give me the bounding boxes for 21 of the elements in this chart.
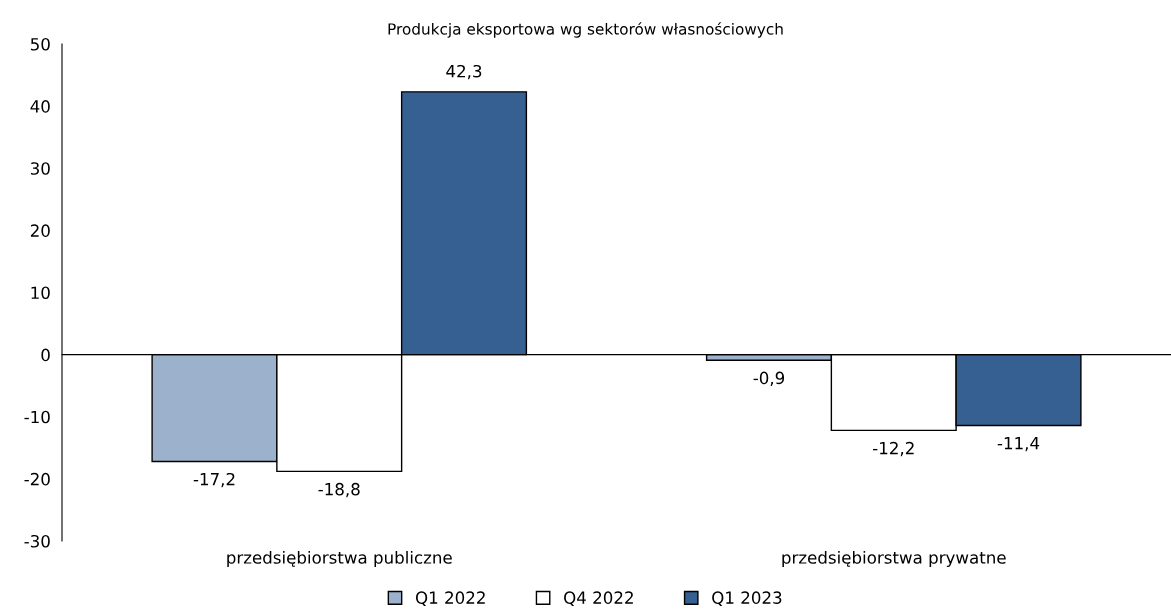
y-tick-label: 20	[30, 224, 50, 237]
text: -0,9	[753, 371, 785, 386]
y-tick-label: 30	[30, 162, 50, 175]
y-tick-label: 0	[41, 348, 50, 362]
legend-label: Q1 2022	[415, 591, 485, 606]
y-tick-label: 40	[30, 100, 50, 113]
legend-label: Q1 2023	[712, 591, 782, 606]
legend-label: Q4 2022	[564, 591, 633, 606]
text: -11,4	[997, 437, 1040, 452]
chart-title: Produkcja eksportowa wg sektorów własnościowych	[388, 22, 783, 38]
text: -18,8	[318, 482, 360, 498]
y-tick-label: -20	[24, 472, 50, 486]
y-tick-label: -10	[24, 410, 50, 424]
y-tick-label: 50	[30, 37, 50, 51]
text: -17,2	[193, 472, 235, 488]
text: 42,3	[446, 64, 482, 80]
y-tick-label: -30	[24, 534, 50, 548]
text: -12,2	[873, 441, 914, 457]
x-tick-label: przedsiębiorstwa publiczne	[227, 550, 452, 568]
y-tick-label: 10	[31, 286, 50, 300]
x-tick-label: przedsiębiorstwa prywatne	[782, 550, 1006, 568]
